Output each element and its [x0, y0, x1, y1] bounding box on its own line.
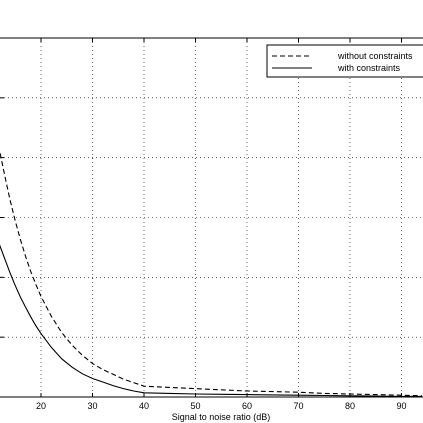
series-line — [0, 149, 423, 397]
x-tick-label: 90 — [396, 401, 406, 411]
plot-frame — [0, 37, 423, 398]
x-tick-label: 30 — [87, 401, 97, 411]
x-tick-label: 50 — [190, 401, 200, 411]
x-tick-label: 40 — [139, 401, 149, 411]
grid-lines — [0, 38, 423, 397]
legend: without constraints with constraints — [266, 44, 423, 78]
x-tick-label: 20 — [36, 401, 46, 411]
x-tick-label: 70 — [293, 401, 303, 411]
x-tick-label: 60 — [242, 401, 252, 411]
x-tick-label: 80 — [345, 401, 355, 411]
x-tick-labels: 20 30 40 50 60 70 80 90 — [36, 401, 407, 411]
legend-label-with-constraints: with constraints — [337, 63, 401, 73]
legend-label-without-constraints: without constraints — [337, 51, 413, 61]
legend-box — [266, 44, 423, 78]
x-axis-label: Signal to noise ratio (dB) — [172, 412, 271, 422]
axis-ticks — [0, 38, 402, 397]
